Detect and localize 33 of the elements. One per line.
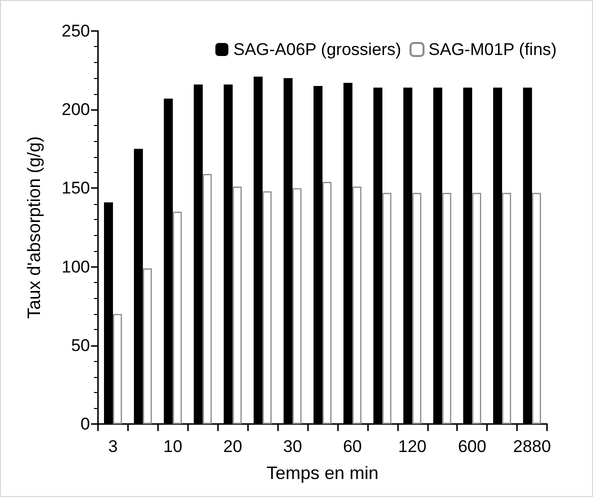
bar <box>232 186 242 424</box>
bar <box>442 192 452 424</box>
x-tick-label: 600 <box>458 437 486 456</box>
y-tick-label: 150 <box>62 178 90 198</box>
bar <box>292 188 302 424</box>
x-tick-label: 120 <box>398 437 426 456</box>
bar <box>202 174 212 424</box>
bar <box>532 192 542 424</box>
legend-label: SAG-A06P (grossiers) <box>233 40 402 59</box>
x-tick-label: 60 <box>342 437 362 456</box>
bar <box>412 192 422 424</box>
legend-label: SAG-M01P (fins) <box>428 40 557 59</box>
x-tick-label: 3 <box>108 437 118 456</box>
bar <box>142 268 152 424</box>
x-tick-label: 30 <box>283 437 302 456</box>
y-tick-label: 200 <box>62 100 90 120</box>
y-tick-label: 50 <box>71 336 90 355</box>
y-tick-label: 0 <box>80 414 90 434</box>
bar <box>112 314 122 424</box>
x-tick-label: 10 <box>163 437 182 456</box>
y-tick-label: 100 <box>62 257 90 276</box>
x-tick-label: 20 <box>223 437 242 456</box>
bar <box>382 192 392 424</box>
bar <box>172 212 182 424</box>
y-axis-title: Taux d'absorption (g/g) <box>24 136 44 319</box>
x-axis-title: Temps en min <box>266 463 379 483</box>
bar <box>502 192 512 424</box>
bar <box>322 182 332 424</box>
bar <box>262 191 272 424</box>
bar <box>472 192 482 424</box>
x-tick-label: 2880 <box>513 437 551 456</box>
y-tick-label: 250 <box>62 22 90 40</box>
bar <box>352 186 362 424</box>
